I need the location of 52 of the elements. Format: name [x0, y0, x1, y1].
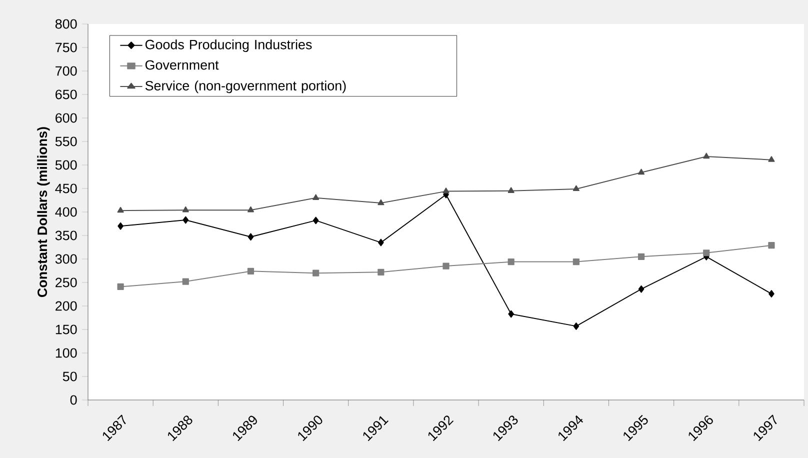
point [248, 233, 254, 241]
y-tick-label: 100 [56, 348, 77, 358]
y-tick-label: 300 [55, 254, 77, 264]
point [247, 206, 254, 212]
point [182, 278, 189, 285]
point [312, 216, 319, 224]
legend-label: Government [145, 60, 219, 70]
point [378, 199, 384, 206]
point [117, 206, 124, 213]
y-tick-label: 750 [56, 42, 77, 52]
point [572, 258, 580, 266]
y-tick-label: 550 [55, 136, 77, 146]
y-tick-label: 700 [56, 66, 77, 76]
y-axis-title: Constant Dollars (millions) [37, 127, 50, 297]
y-tick-label: 0 [70, 395, 77, 405]
point [312, 270, 320, 276]
point [378, 268, 384, 276]
y-tick-label: 600 [56, 113, 77, 123]
point [312, 194, 320, 200]
point [442, 188, 450, 194]
point [182, 216, 189, 224]
point [247, 268, 254, 275]
y-tick-label: 250 [56, 278, 77, 288]
point [703, 152, 710, 159]
point [638, 168, 645, 175]
point [573, 322, 580, 330]
point [508, 187, 514, 193]
point [638, 285, 644, 293]
point [638, 253, 645, 260]
legend-label: Goods Producing Industries [145, 39, 312, 52]
y-tick-label: 50 [62, 372, 77, 382]
y-tick-label: 800 [55, 19, 77, 29]
point [768, 242, 775, 249]
point [182, 206, 189, 212]
point [117, 283, 124, 290]
point [768, 156, 775, 162]
legend-label: Service (non-government portion) [145, 80, 346, 94]
y-tick-label: 450 [55, 184, 77, 194]
point [703, 250, 710, 256]
point [442, 262, 450, 270]
point [768, 290, 774, 298]
y-tick-label: 200 [56, 301, 77, 311]
point [508, 310, 514, 318]
point [378, 238, 384, 246]
point [572, 185, 580, 192]
y-tick-label: 400 [55, 207, 77, 217]
y-tick-label: 500 [55, 160, 77, 170]
point [118, 222, 124, 230]
y-tick-label: 350 [55, 230, 77, 240]
point [508, 258, 514, 266]
y-tick-label: 150 [56, 324, 77, 334]
y-tick-label: 650 [56, 90, 77, 100]
